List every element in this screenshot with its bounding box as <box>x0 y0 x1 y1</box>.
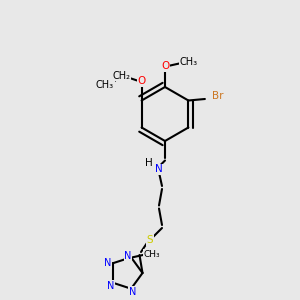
Text: N: N <box>107 281 115 291</box>
Text: CH₃: CH₃ <box>96 80 114 90</box>
Text: S: S <box>147 235 153 245</box>
Text: Br: Br <box>212 91 224 101</box>
Text: N: N <box>129 287 136 297</box>
Text: CH₃: CH₃ <box>179 57 197 68</box>
Text: N: N <box>104 258 112 268</box>
Text: O: O <box>161 61 169 71</box>
Text: N: N <box>124 251 132 261</box>
Text: N: N <box>155 164 163 175</box>
Text: CH₃: CH₃ <box>144 250 160 259</box>
Text: H: H <box>145 158 152 169</box>
Text: CH₂: CH₂ <box>112 71 130 81</box>
Text: O: O <box>137 76 146 86</box>
